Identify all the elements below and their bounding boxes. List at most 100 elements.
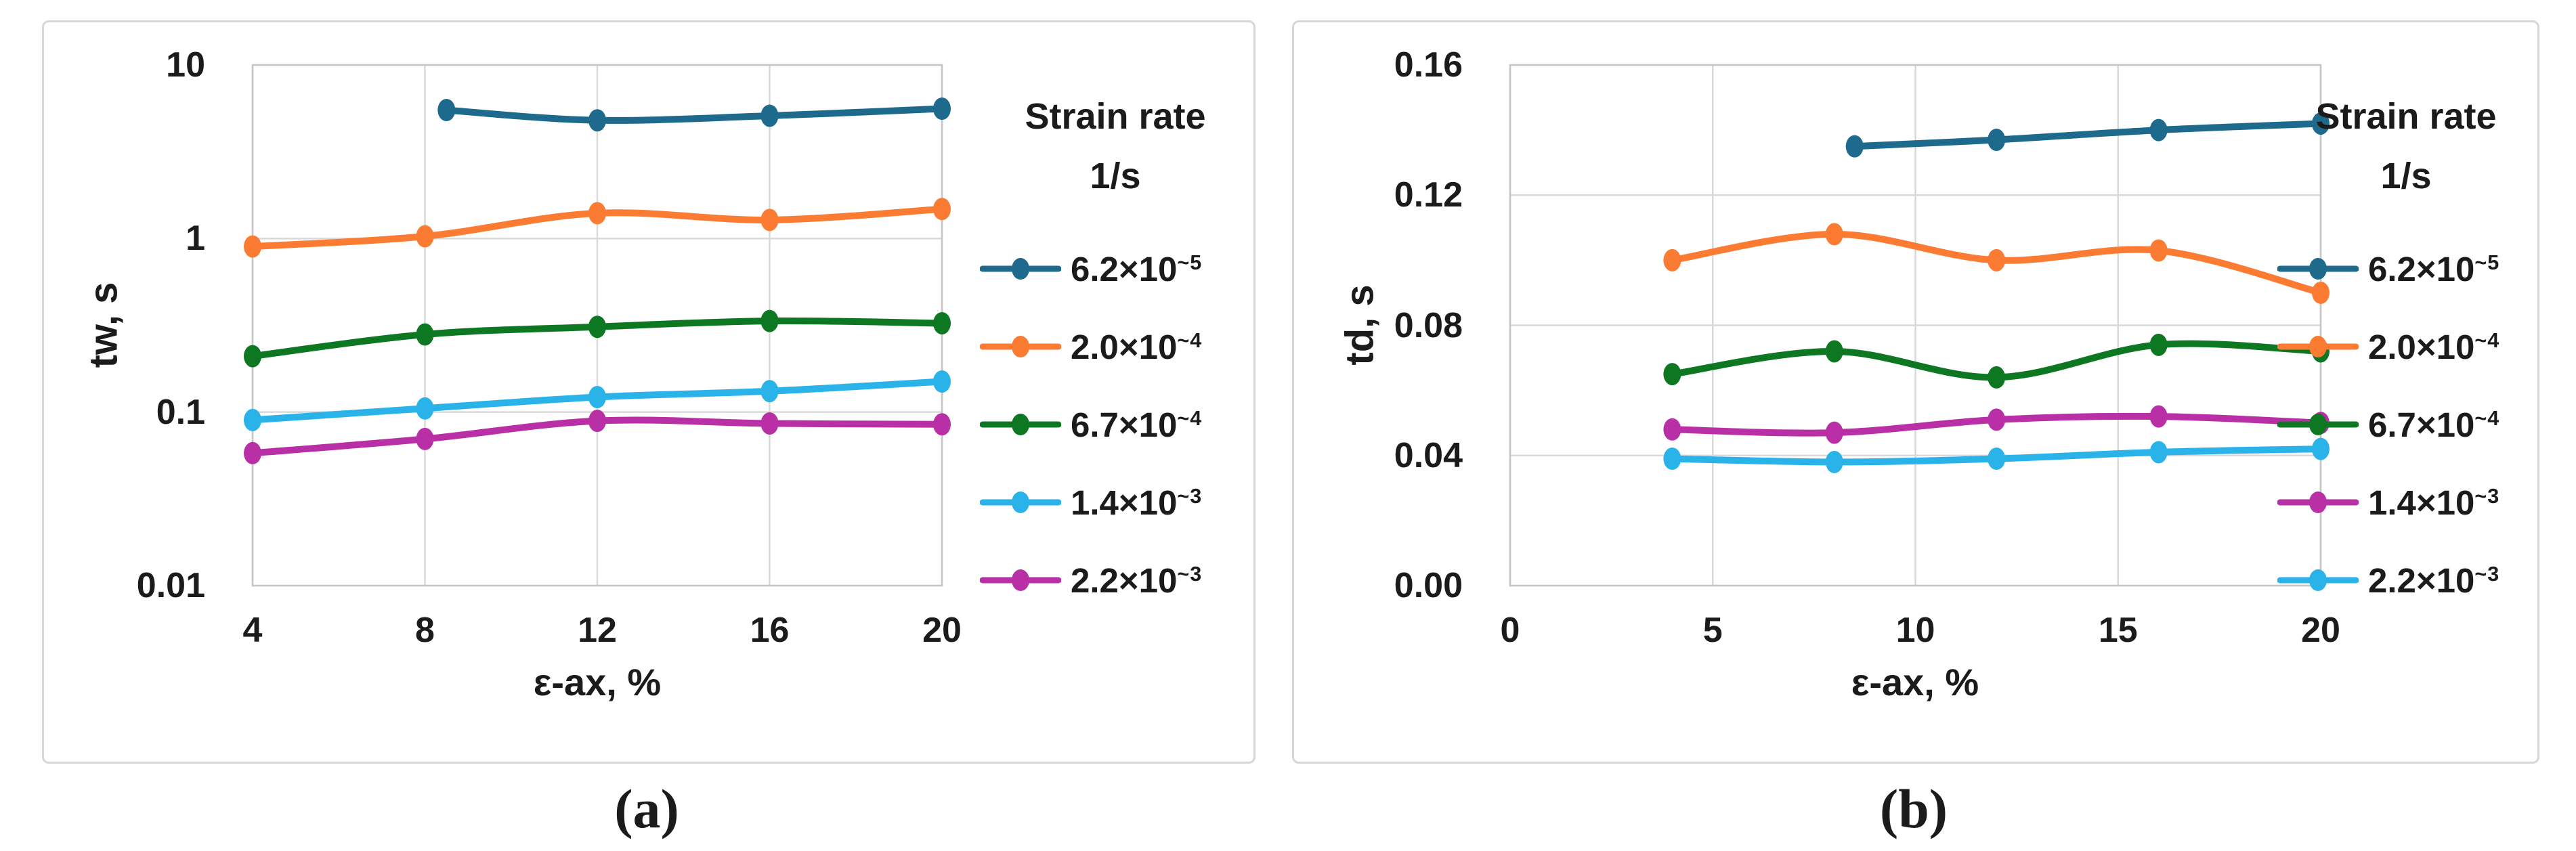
data-point-2-0x104: [2149, 239, 2168, 262]
legend-item-2-2x103: 2.2×10~3: [2277, 557, 2535, 604]
plot-border: [1509, 64, 2322, 587]
legend-item-2-0x104: 2.0×10~4: [980, 323, 1251, 370]
plot-area-a: [244, 64, 951, 587]
legend-item-6-2x105: 6.2×10~5: [980, 245, 1251, 292]
x-tick-label-0: 0: [1500, 611, 1520, 650]
legend-title-line2: 1/s: [1090, 156, 1141, 196]
legend-dot: [2309, 414, 2327, 435]
x-tick-label-12: 12: [578, 611, 617, 650]
y-tick-label-0-00: 0.00: [1394, 566, 1463, 605]
chart-panel-a: tw, s ε-ax, % Strain rate 1/s 6.2×10~5 2.…: [42, 20, 1255, 764]
data-point-2-0x104: [933, 198, 951, 221]
chart-panel-b: td, s ε-ax, % Strain rate 1/s 6.2×10~5 2.…: [1292, 20, 2539, 764]
data-point-1-4x103: [933, 370, 951, 393]
legend-label-6-7x104: 6.7×10~4: [2368, 405, 2500, 444]
legend-title-a: Strain rate 1/s: [980, 87, 1251, 206]
data-point-1-4x103: [1988, 408, 2006, 431]
data-point-2-0x104: [1825, 223, 1843, 246]
caption-b: (b): [1879, 778, 1948, 839]
x-tick-label-20: 20: [922, 611, 962, 650]
legend-label-1-4x103: 1.4×10~3: [2368, 483, 2500, 522]
legend-dot: [1012, 258, 1029, 280]
legend-marker-icon-2-0x104: [2277, 336, 2359, 357]
legend-label-superscript: ~3: [2474, 484, 2500, 508]
legend-marker-icon-2-0x104: [980, 336, 1061, 357]
legend-dot: [2309, 569, 2327, 591]
legend-label-superscript: ~3: [2474, 562, 2500, 586]
data-point-6-7x104: [760, 309, 779, 332]
legend-label-2-2x103: 2.2×10~3: [1071, 561, 1203, 600]
data-point-6-2x105: [2312, 112, 2330, 135]
data-point-6-2x105: [1845, 135, 1864, 158]
data-point-2-2x103: [2149, 441, 2168, 464]
data-point-6-2x105: [437, 99, 456, 122]
legend-marker-icon-6-2x105: [980, 258, 1061, 280]
data-point-6-7x104: [416, 323, 434, 346]
legend-items-b: 6.2×10~5 2.0×10~4 6.7×10~4 1.4×10~3 2.2×10~3: [2277, 245, 2535, 604]
legend-item-1-4x103: 1.4×10~3: [2277, 479, 2535, 526]
y-tick-label-0-12: 0.12: [1394, 175, 1463, 215]
legend-a: Strain rate 1/s 6.2×10~5 2.0×10~4 6.7×10~4…: [980, 87, 1251, 634]
legend-marker-icon-1-4x103: [980, 492, 1061, 513]
legend-marker-icon-6-2x105: [2277, 258, 2359, 280]
y-tick-label-0-16: 0.16: [1394, 45, 1463, 85]
legend-marker-icon-2-2x103: [2277, 569, 2359, 591]
legend-item-6-7x104: 6.7×10~4: [2277, 401, 2535, 448]
data-point-2-0x104: [1663, 248, 1681, 271]
data-point-2-2x103: [933, 413, 951, 436]
legend-item-6-7x104: 6.7×10~4: [980, 401, 1251, 448]
legend-label-6-2x105: 6.2×10~5: [2368, 249, 2500, 288]
legend-marker-icon-1-4x103: [2277, 492, 2359, 513]
legend-label-2-0x104: 2.0×10~4: [2368, 327, 2500, 366]
legend-label-superscript: ~3: [1177, 484, 1203, 508]
data-point-6-7x104: [588, 315, 606, 339]
legend-label-superscript: ~5: [2474, 250, 2500, 274]
data-point-6-2x105: [933, 97, 951, 121]
legend-item-2-2x103: 2.2×10~3: [980, 557, 1251, 604]
x-axis-title-a: ε-ax, %: [533, 661, 662, 703]
y-tick-label-0-08: 0.08: [1394, 305, 1463, 345]
legend-label-superscript: ~4: [1177, 406, 1203, 430]
x-tick-label-16: 16: [750, 611, 790, 650]
legend-label-superscript: ~4: [2474, 328, 2500, 352]
data-point-2-2x103: [760, 412, 779, 435]
legend-dot: [2309, 492, 2327, 513]
series-line-6-2x105: [1851, 120, 2324, 150]
legend-dot: [1012, 414, 1029, 435]
legend-dot: [2309, 336, 2327, 357]
data-point-2-2x103: [588, 410, 606, 433]
legend-label-1-4x103: 1.4×10~3: [1071, 483, 1203, 522]
data-point-6-7x104: [2149, 333, 2168, 356]
x-tick-label-8: 8: [415, 611, 435, 650]
legend-dot: [1012, 492, 1029, 513]
legend-label-2-0x104: 2.0×10~4: [1071, 327, 1203, 366]
data-point-2-2x103: [2312, 437, 2330, 460]
x-tick-label-15: 15: [2098, 611, 2138, 650]
data-point-1-4x103: [760, 380, 779, 403]
data-point-1-4x103: [588, 386, 606, 409]
legend-title-b: Strain rate 1/s: [2277, 87, 2535, 206]
legend-label-superscript: ~4: [2474, 406, 2500, 430]
legend-title-line1: Strain rate: [1025, 96, 1206, 137]
legend-dot: [2309, 258, 2327, 280]
data-point-2-2x103: [416, 427, 434, 450]
y-tick-label-10: 10: [166, 45, 205, 85]
data-point-2-0x104: [588, 202, 606, 225]
legend-dot: [1012, 569, 1029, 591]
data-point-2-0x104: [416, 225, 434, 248]
data-point-6-7x104: [1825, 340, 1843, 363]
data-point-2-2x103: [1663, 448, 1681, 471]
y-tick-label-0-04: 0.04: [1394, 435, 1463, 475]
data-point-1-4x103: [1663, 418, 1681, 441]
data-point-2-2x103: [1825, 450, 1843, 473]
data-point-6-7x104: [244, 345, 261, 368]
y-tick-label-1: 1: [186, 219, 205, 259]
data-point-2-0x104: [1988, 248, 2006, 271]
x-axis-title-b: ε-ax, %: [1851, 661, 1979, 703]
legend-marker-icon-6-7x104: [2277, 414, 2359, 435]
series-line-6-2x105: [443, 105, 945, 124]
legend-label-superscript: ~3: [1177, 562, 1203, 586]
x-tick-label-20: 20: [2301, 611, 2340, 650]
data-point-6-7x104: [1988, 366, 2006, 389]
y-tick-label-0-01: 0.01: [136, 566, 205, 605]
